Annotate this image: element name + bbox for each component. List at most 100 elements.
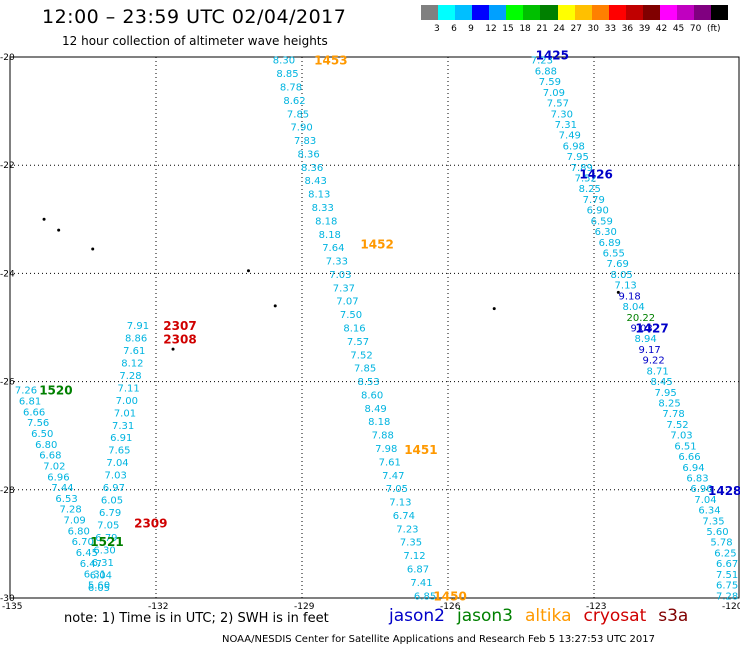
scale-label: 21 [536, 24, 548, 34]
swh-value: 7.28 [716, 591, 738, 602]
pass-time-label: 1425 [536, 48, 569, 62]
scale-label: 12 [485, 24, 497, 34]
pass-time-label: 2307 [163, 319, 196, 333]
credit-line: NOAA/NESDIS Center for Satellite Applica… [222, 634, 655, 645]
scale-label: 27 [570, 24, 582, 34]
swh-value: 8.85 [276, 69, 298, 80]
scale-label: (ft) [706, 24, 721, 34]
swh-value: 7.69 [607, 259, 629, 270]
swh-value: 8.33 [312, 203, 334, 214]
swh-value: 6.34 [698, 506, 720, 517]
swh-value: 8.30 [273, 56, 295, 67]
swh-value: 8.18 [368, 417, 390, 428]
scale-swatch [438, 5, 456, 20]
swh-value: 6.05 [101, 496, 123, 507]
swh-value: 7.85 [287, 109, 309, 120]
scale-label: 6 [451, 24, 457, 34]
scale-swatch [591, 5, 609, 20]
swh-value: 7.11 [118, 383, 140, 394]
swh-value: 6.04 [90, 571, 112, 582]
scale-label: 24 [553, 24, 565, 34]
swh-value: 7.57 [347, 337, 369, 348]
swh-value: 8.18 [315, 216, 337, 227]
swh-value: 7.78 [662, 409, 684, 420]
swh-value: 7.02 [43, 461, 65, 472]
scale-label: 42 [655, 24, 668, 34]
scale-swatch [711, 5, 729, 20]
swh-value: 7.03 [670, 431, 692, 442]
swh-value: 8.53 [357, 377, 379, 388]
swh-value: 7.28 [59, 505, 81, 516]
swh-value: 7.56 [27, 418, 49, 429]
swh-value: 7.95 [654, 388, 676, 399]
swh-value: 7.51 [716, 570, 738, 581]
swh-value: 8.71 [646, 366, 668, 377]
swh-value: 7.23 [396, 524, 418, 535]
scale-label: 33 [604, 24, 617, 34]
island-marker [616, 290, 620, 294]
swh-value: 6.45 [76, 548, 98, 559]
scale-swatch [472, 5, 490, 20]
swh-value: 5.60 [706, 527, 728, 538]
swh-value: 6.05 [88, 583, 110, 594]
swh-value: 6.31 [92, 558, 114, 569]
swh-value: 7.98 [375, 444, 397, 455]
swh-value: 6.96 [690, 484, 712, 495]
scale-label: 30 [587, 24, 599, 34]
color-scale-bar [421, 5, 729, 20]
swh-value: 7.61 [123, 346, 145, 357]
scale-label: 18 [519, 24, 531, 34]
swh-value: 6.80 [68, 526, 90, 537]
swh-value: 6.31 [84, 570, 106, 581]
lon-tick-label: -126 [440, 602, 461, 612]
pass-time-label: 1451 [404, 443, 437, 457]
swh-value: 8.13 [308, 190, 330, 201]
pass-time-label: 1453 [314, 54, 347, 68]
swh-value: 9.17 [638, 345, 660, 356]
scale-swatch [676, 5, 694, 20]
scale-swatch [455, 5, 473, 20]
swh-value: 7.35 [702, 516, 724, 527]
swh-value: 8.62 [283, 96, 305, 107]
lon-tick-label: -129 [294, 602, 315, 612]
swh-value: 7.52 [575, 174, 597, 185]
swh-value: 7.65 [108, 446, 130, 457]
pass-time-label: 1520 [39, 384, 72, 398]
swh-value: 6.79 [95, 533, 117, 544]
swh-value: 6.30 [595, 227, 617, 238]
swh-value: 6.66 [678, 452, 700, 463]
swh-value: 9.03 [631, 324, 653, 335]
swh-value: 7.52 [350, 350, 372, 361]
swh-value: 7.83 [294, 136, 316, 147]
swh-value: 7.03 [329, 270, 351, 281]
swh-value: 5.60 [88, 580, 110, 591]
scale-swatch [625, 5, 643, 20]
swh-value: 7.49 [559, 131, 581, 142]
lon-tick-label: -135 [2, 602, 22, 612]
swh-value: 7.31 [112, 421, 134, 432]
swh-value: 7.31 [555, 120, 577, 131]
swh-value: 7.85 [354, 364, 376, 375]
swh-value: 6.98 [563, 141, 585, 152]
swh-value: 6.90 [587, 206, 609, 217]
swh-value: 7.47 [382, 471, 404, 482]
swh-value: 7.05 [386, 484, 408, 495]
scale-swatch [540, 5, 558, 20]
scale-swatch [694, 5, 712, 20]
swh-value: 7.30 [551, 109, 573, 120]
swh-value: 6.75 [716, 581, 738, 592]
lon-tick-label: -123 [586, 602, 606, 612]
swh-value: 6.87 [407, 565, 429, 576]
swh-value: 6.74 [393, 511, 415, 522]
swh-value: 8.16 [343, 324, 365, 335]
swh-value: 7.03 [105, 471, 127, 482]
legend-item-jason2: jason2 [389, 606, 445, 626]
swh-value: 8.43 [305, 176, 327, 187]
swh-value: 8.25 [658, 398, 680, 409]
scale-swatch [557, 5, 575, 20]
swh-value: 7.61 [379, 457, 401, 468]
scale-label: 36 [621, 24, 634, 34]
swh-value: 7.33 [326, 257, 348, 268]
swh-value: 8.18 [319, 230, 341, 241]
